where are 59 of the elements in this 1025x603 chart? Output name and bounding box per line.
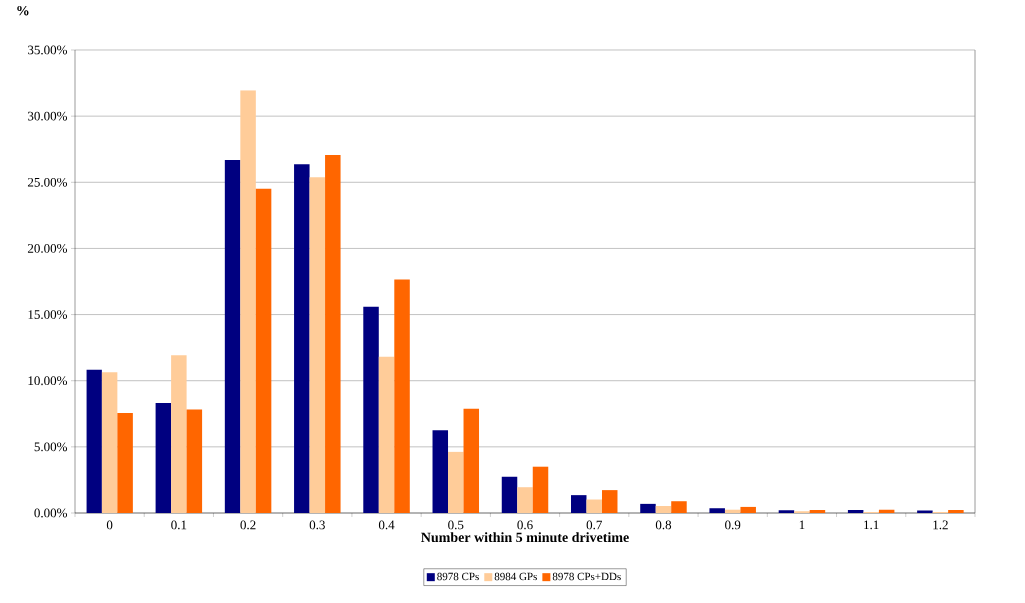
x-tick-label: 1.2 bbox=[933, 520, 948, 530]
bar bbox=[778, 510, 795, 513]
y-tick-label: 20.00% bbox=[27, 244, 68, 253]
x-axis-title: Number within 5 minute drivetime bbox=[421, 532, 629, 543]
legend-label: 8978 CPs+DDs bbox=[552, 572, 621, 581]
y-tick-label: 25.00% bbox=[27, 177, 68, 187]
bar bbox=[640, 503, 656, 513]
bar bbox=[186, 409, 203, 513]
legend-label: 8978 CPs bbox=[437, 572, 479, 581]
y-tick-label: 15.00% bbox=[28, 310, 68, 319]
bar bbox=[378, 356, 395, 513]
x-tick-label: 0.7 bbox=[586, 520, 602, 530]
bar bbox=[224, 160, 241, 513]
bar bbox=[671, 501, 687, 513]
x-tick-label: 0.4 bbox=[378, 520, 395, 530]
bar bbox=[432, 430, 449, 513]
x-tick-label: 0.6 bbox=[517, 520, 533, 530]
bar bbox=[601, 490, 618, 513]
bar bbox=[294, 164, 310, 513]
bar bbox=[709, 508, 725, 513]
y-axis-title: % bbox=[17, 5, 29, 16]
y-tick-label: 10.00% bbox=[28, 376, 68, 386]
x-tick-label: 0.2 bbox=[240, 520, 256, 530]
bar bbox=[948, 509, 964, 513]
bar bbox=[363, 306, 379, 513]
bar bbox=[448, 451, 464, 513]
y-tick-label: 35.00% bbox=[28, 45, 68, 55]
bar bbox=[240, 90, 256, 513]
x-tick-label: 0.1 bbox=[171, 520, 187, 530]
bar bbox=[117, 412, 133, 513]
bar bbox=[309, 177, 326, 513]
bar bbox=[809, 509, 826, 513]
bar bbox=[255, 188, 272, 513]
bar bbox=[394, 279, 410, 513]
bar bbox=[847, 509, 864, 513]
bar bbox=[155, 402, 172, 513]
x-tick-label: 0.5 bbox=[448, 520, 464, 530]
x-tick-label: 0.9 bbox=[725, 520, 741, 530]
bar bbox=[740, 506, 756, 513]
bar bbox=[655, 505, 672, 513]
x-tick-label: 1 bbox=[799, 520, 805, 530]
x-tick-label: 0 bbox=[106, 520, 113, 530]
x-tick-label: 0.3 bbox=[309, 520, 325, 530]
legend-label: 8984 GPs bbox=[494, 572, 537, 581]
bar bbox=[532, 466, 549, 513]
bar bbox=[570, 495, 587, 513]
bar bbox=[101, 372, 118, 513]
y-tick-label: 30.00% bbox=[28, 111, 68, 121]
bar bbox=[501, 476, 518, 513]
bar bbox=[586, 499, 602, 513]
bar bbox=[171, 355, 187, 513]
y-tick-label: 5.00% bbox=[34, 442, 68, 452]
y-tick-label: 0.00% bbox=[34, 508, 68, 518]
bar bbox=[463, 408, 480, 513]
x-tick-label: 0.8 bbox=[655, 520, 672, 530]
bar bbox=[517, 487, 533, 513]
bar bbox=[86, 369, 102, 513]
bar bbox=[325, 154, 341, 513]
x-tick-label: 1.1 bbox=[864, 520, 879, 530]
